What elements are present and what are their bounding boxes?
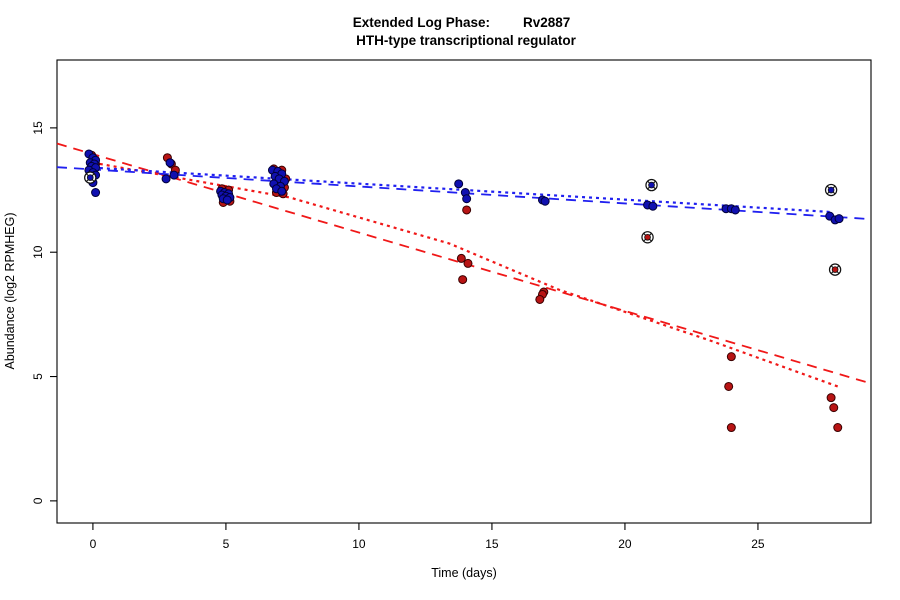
- red-samples-point: [724, 381, 734, 391]
- y-tick-label: 5: [31, 373, 45, 380]
- blue-samples-point: [834, 214, 844, 224]
- red-dotted-fit: [92, 161, 839, 388]
- red-samples-point: [833, 423, 843, 433]
- axis-ticks: 0 5 10 15 20 25 0 5 10 15: [31, 121, 765, 551]
- chart-subtitle: HTH-type transcriptional regulator: [356, 33, 577, 48]
- y-tick-label: 15: [31, 121, 45, 135]
- x-tick-label: 5: [223, 537, 230, 551]
- x-tick-label: 20: [618, 537, 632, 551]
- blue-samples-point: [161, 174, 171, 184]
- blue-samples-point: [730, 205, 740, 215]
- blue-samples-point: [454, 179, 464, 189]
- blue-dotted-fit: [92, 166, 830, 214]
- red-samples-point: [458, 275, 468, 285]
- red-samples-point: [726, 352, 736, 362]
- y-tick-label: 10: [31, 245, 45, 259]
- plot-border: [56, 59, 872, 524]
- blue-samples-point: [462, 194, 472, 204]
- y-axis-label: Abundance (log2 RPMHEG): [3, 212, 17, 369]
- red-samples-point: [826, 393, 836, 403]
- red-samples-point: [462, 205, 472, 215]
- chart-title-gene: Rv2887: [523, 15, 570, 30]
- red-samples-point: [456, 253, 466, 263]
- red-dashed-fit: [56, 142, 872, 385]
- flagged-blue-outliers-point: [84, 171, 97, 184]
- data-points: [84, 149, 844, 433]
- x-tick-label: 10: [352, 537, 366, 551]
- red-samples-point: [463, 258, 473, 268]
- x-tick-label: 25: [751, 537, 765, 551]
- y-tick-label: 0: [31, 497, 45, 504]
- blue-samples-point: [540, 196, 550, 206]
- x-tick-label: 0: [90, 537, 97, 551]
- blue-samples-point: [91, 188, 101, 198]
- blue-samples-point: [277, 186, 287, 196]
- blue-samples-point: [165, 158, 175, 168]
- blue-samples-point: [648, 201, 658, 211]
- flagged-red-outliers-point: [641, 231, 654, 244]
- trend-lines: [56, 142, 872, 388]
- blue-samples-point: [222, 195, 232, 205]
- red-samples-point: [829, 403, 839, 413]
- flagged-blue-outliers-point: [824, 183, 838, 197]
- red-samples-point: [726, 423, 736, 433]
- blue-samples-point: [169, 170, 179, 180]
- flagged-blue-outliers-point: [645, 178, 658, 192]
- x-axis-label: Time (days): [431, 566, 497, 580]
- chart-title: Extended Log Phase:: [353, 15, 490, 30]
- red-samples-point: [535, 294, 545, 304]
- x-tick-label: 15: [485, 537, 499, 551]
- flagged-red-outliers-point: [828, 263, 842, 276]
